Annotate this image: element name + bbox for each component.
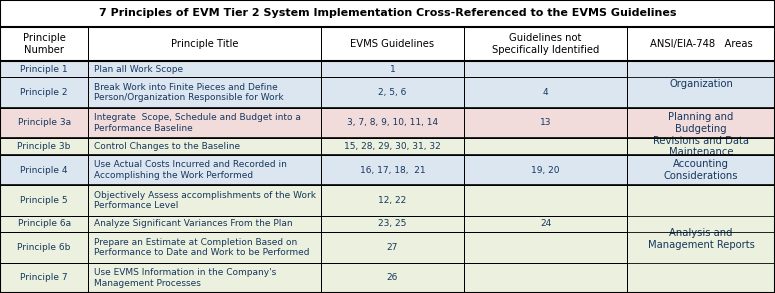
Text: Use EVMS Information in the Company's
Management Processes: Use EVMS Information in the Company's Ma…: [94, 268, 276, 287]
Text: Plan all Work Scope: Plan all Work Scope: [94, 64, 183, 74]
Text: Principle 3a: Principle 3a: [18, 118, 71, 127]
Bar: [464, 27, 627, 61]
Bar: [88, 185, 321, 216]
Text: 15, 28, 29, 30, 31, 32: 15, 28, 29, 30, 31, 32: [344, 142, 441, 151]
Bar: [464, 77, 627, 108]
Bar: [464, 155, 627, 185]
Text: 3, 7, 8, 9, 10, 11, 14: 3, 7, 8, 9, 10, 11, 14: [347, 118, 438, 127]
Bar: [88, 155, 321, 185]
Text: EVMS Guidelines: EVMS Guidelines: [350, 39, 435, 49]
Text: Principle 6b: Principle 6b: [18, 243, 71, 252]
Text: Analysis and
Management Reports: Analysis and Management Reports: [648, 228, 754, 250]
Text: Prepare an Estimate at Completion Based on
Performance to Date and Work to be Pe: Prepare an Estimate at Completion Based …: [94, 238, 309, 257]
Text: Principle 4: Principle 4: [20, 166, 68, 175]
Bar: [321, 108, 464, 138]
Text: 16, 17, 18,  21: 16, 17, 18, 21: [360, 166, 425, 175]
Bar: [627, 155, 775, 185]
Bar: [0, 61, 88, 77]
Text: 27: 27: [387, 243, 398, 252]
Bar: [88, 232, 321, 263]
Text: Break Work into Finite Pieces and Define
Person/Organization Responsible for Wor: Break Work into Finite Pieces and Define…: [94, 83, 284, 102]
Bar: [321, 27, 464, 61]
Bar: [464, 138, 627, 155]
Text: 4: 4: [542, 88, 549, 97]
Text: Guidelines not
Specifically Identified: Guidelines not Specifically Identified: [492, 33, 599, 54]
Bar: [321, 232, 464, 263]
Text: Objectively Assess accomplishments of the Work
Performance Level: Objectively Assess accomplishments of th…: [94, 191, 315, 210]
Text: Accounting
Considerations: Accounting Considerations: [663, 159, 739, 181]
Text: 7 Principles of EVM Tier 2 System Implementation Cross-Referenced to the EVMS Gu: 7 Principles of EVM Tier 2 System Implem…: [98, 8, 677, 18]
Bar: [0, 108, 88, 138]
Text: ANSI/EIA-748   Areas: ANSI/EIA-748 Areas: [649, 39, 753, 49]
Text: 23, 25: 23, 25: [378, 219, 407, 229]
Bar: [321, 185, 464, 216]
Text: 1: 1: [390, 64, 395, 74]
Bar: [321, 263, 464, 293]
Bar: [0, 138, 88, 155]
Text: Use Actual Costs Incurred and Recorded in
Accomplishing the Work Performed: Use Actual Costs Incurred and Recorded i…: [94, 160, 287, 180]
Text: 13: 13: [540, 118, 551, 127]
Bar: [321, 77, 464, 108]
Text: Planning and
Budgeting: Planning and Budgeting: [668, 112, 734, 134]
Bar: [464, 61, 627, 77]
Bar: [627, 108, 775, 138]
Bar: [321, 138, 464, 155]
Text: Control Changes to the Baseline: Control Changes to the Baseline: [94, 142, 240, 151]
Bar: [627, 27, 775, 61]
Text: Revisions and Data
Maintenance: Revisions and Data Maintenance: [653, 136, 749, 157]
Text: 2, 5, 6: 2, 5, 6: [378, 88, 407, 97]
Bar: [627, 185, 775, 293]
Text: Principle
Number: Principle Number: [22, 33, 66, 54]
Text: Integrate  Scope, Schedule and Budget into a
Performance Baseline: Integrate Scope, Schedule and Budget int…: [94, 113, 301, 133]
Bar: [88, 61, 321, 77]
Text: Organization: Organization: [669, 79, 733, 89]
Bar: [321, 216, 464, 232]
Bar: [88, 216, 321, 232]
Bar: [321, 155, 464, 185]
Bar: [321, 61, 464, 77]
Text: Principle Title: Principle Title: [170, 39, 239, 49]
Text: 24: 24: [540, 219, 551, 229]
Bar: [464, 185, 627, 216]
Bar: [0, 263, 88, 293]
Bar: [464, 216, 627, 232]
Bar: [88, 108, 321, 138]
Bar: [0, 185, 88, 216]
Bar: [88, 263, 321, 293]
Text: Principle 6a: Principle 6a: [18, 219, 71, 229]
Bar: [88, 77, 321, 108]
Bar: [0, 77, 88, 108]
Bar: [0, 232, 88, 263]
Text: Principle 1: Principle 1: [20, 64, 68, 74]
Bar: [627, 138, 775, 155]
Text: Principle 2: Principle 2: [20, 88, 68, 97]
Bar: [464, 232, 627, 263]
Bar: [0, 27, 88, 61]
Bar: [0, 155, 88, 185]
Text: Analyze Significant Variances From the Plan: Analyze Significant Variances From the P…: [94, 219, 292, 229]
Text: Principle 3b: Principle 3b: [18, 142, 71, 151]
Bar: [0, 0, 775, 27]
Bar: [88, 27, 321, 61]
Text: 12, 22: 12, 22: [378, 196, 407, 205]
Bar: [464, 263, 627, 293]
Bar: [88, 138, 321, 155]
Bar: [627, 61, 775, 108]
Bar: [464, 108, 627, 138]
Text: 19, 20: 19, 20: [532, 166, 560, 175]
Text: 26: 26: [387, 273, 398, 282]
Bar: [0, 216, 88, 232]
Text: Principle 7: Principle 7: [20, 273, 68, 282]
Text: Principle 5: Principle 5: [20, 196, 68, 205]
